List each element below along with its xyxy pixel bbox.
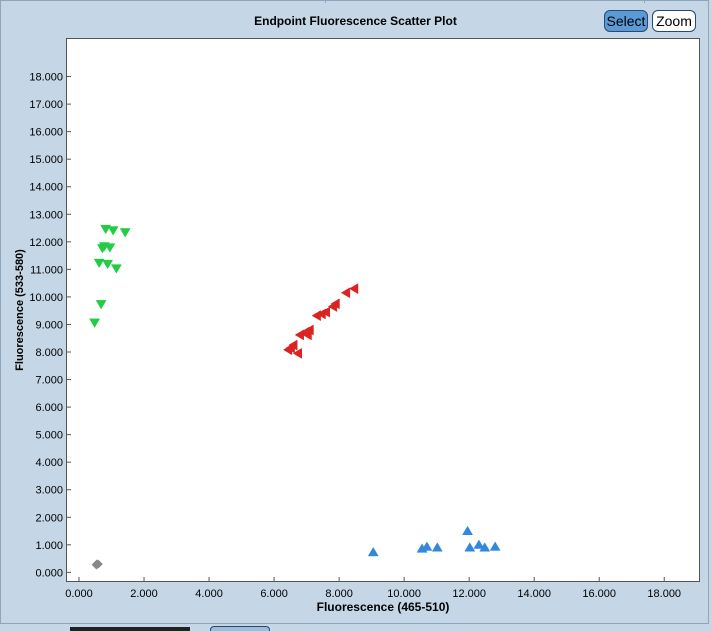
zoom-button[interactable]: Zoom bbox=[652, 10, 696, 32]
select-button[interactable]: Select bbox=[604, 10, 648, 32]
bottom-tab-right[interactable] bbox=[210, 626, 270, 631]
bottom-tab-left[interactable] bbox=[70, 627, 190, 631]
chart-title: Endpoint Fluorescence Scatter Plot bbox=[254, 14, 457, 28]
plot-area[interactable] bbox=[66, 38, 700, 582]
tab-strip-edge bbox=[325, 0, 645, 3]
